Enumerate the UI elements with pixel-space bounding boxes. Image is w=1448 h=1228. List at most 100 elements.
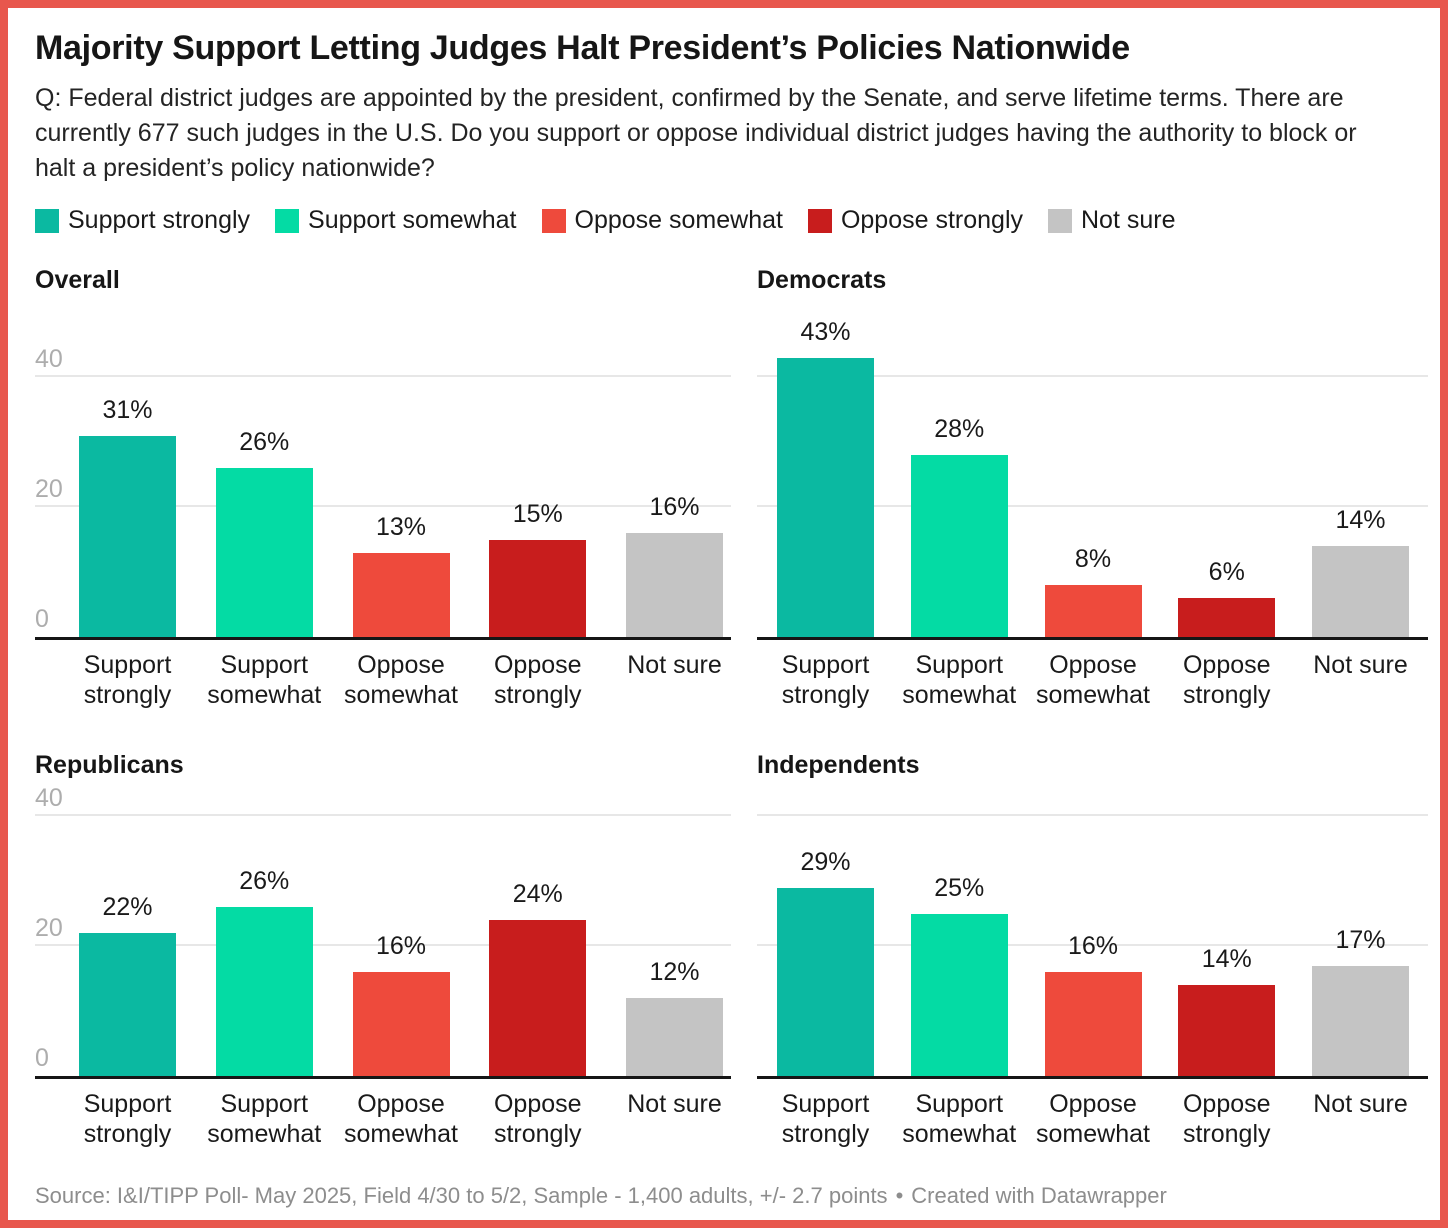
gridline-20 <box>35 944 731 946</box>
panel-title-independents: Independents <box>757 751 920 779</box>
panel-title-democrats: Democrats <box>757 266 887 294</box>
x-axis-labels: Support strongly Support somewhat Oppose so… <box>35 1089 731 1153</box>
panel-title-republicans: Republicans <box>35 751 184 779</box>
value-label: 16% <box>1067 932 1119 960</box>
bar-support-somewhat[interactable] <box>215 468 313 637</box>
x-tick-label: Oppose strongly <box>493 651 582 709</box>
bar-support-strongly[interactable] <box>777 887 874 1076</box>
legend-item-support-somewhat: Support somewhat <box>275 206 517 235</box>
bar-oppose-somewhat[interactable] <box>1044 972 1142 1076</box>
x-tick-label: Oppose strongly <box>493 1090 582 1148</box>
legend-item-oppose-somewhat: Oppose somewhat <box>541 206 783 235</box>
bar-oppose-strongly[interactable] <box>489 539 587 637</box>
value-label: 17% <box>1335 925 1386 954</box>
x-tick-label: Support strongly <box>781 1090 870 1148</box>
x-tick-label: Oppose strongly <box>1182 1090 1271 1148</box>
legend: Support strongly Support somewhat Oppose… <box>35 206 1428 235</box>
legend-item-support-strongly: Support strongly <box>35 206 250 235</box>
x-tick-label: Support strongly <box>83 1090 172 1148</box>
value-label: 43% <box>800 317 851 346</box>
value-label: 6% <box>1208 558 1245 586</box>
bar-support-somewhat[interactable] <box>910 455 1008 637</box>
gridline-20 <box>35 505 731 507</box>
bar-not-sure[interactable] <box>1312 546 1409 637</box>
gridline-40 <box>35 375 731 377</box>
panel-title-overall: Overall <box>35 266 120 294</box>
value-label: 31% <box>102 395 153 424</box>
legend-item-oppose-strongly: Oppose strongly <box>807 206 1023 235</box>
x-tick-label: Not sure <box>1313 1090 1408 1118</box>
bar-not-sure[interactable] <box>1312 965 1409 1076</box>
bar-not-sure[interactable] <box>626 998 723 1076</box>
value-label: 16% <box>649 493 700 521</box>
panel-democrats: Democrats 43% 28% 8% 6% 14% Support stron… <box>757 265 1428 714</box>
bar-oppose-somewhat[interactable] <box>352 972 450 1076</box>
gridline-20 <box>757 505 1428 507</box>
gridline-20 <box>757 944 1428 946</box>
value-label: 25% <box>934 873 985 902</box>
footer: Source: I&I/TIPP Poll- May 2025, Field 4… <box>35 1183 1428 1209</box>
value-label: 22% <box>102 893 153 921</box>
value-label: 26% <box>239 428 290 456</box>
bar-oppose-strongly[interactable] <box>489 920 587 1076</box>
chart-description: Q: Federal district judges are appointed… <box>35 84 1357 182</box>
value-label: 28% <box>934 415 985 443</box>
legend-swatch-oppose-somewhat <box>541 208 566 233</box>
x-axis-labels: Support strongly Support somewhat Oppose so… <box>757 1089 1428 1153</box>
bar-support-somewhat[interactable] <box>215 907 313 1076</box>
x-tick-label: Support strongly <box>781 651 870 709</box>
bar-support-strongly[interactable] <box>79 435 176 637</box>
legend-label: Support strongly <box>68 206 251 234</box>
bar-oppose-strongly[interactable] <box>1178 985 1276 1076</box>
x-tick-label: Not sure <box>1313 651 1408 679</box>
x-axis-baseline <box>35 1076 731 1079</box>
bar-oppose-somewhat[interactable] <box>1044 585 1142 637</box>
bar-support-strongly[interactable] <box>777 357 874 637</box>
source-text: Source: I&I/TIPP Poll- May 2025, Field 4… <box>35 1183 888 1208</box>
y-axis-tick-label: 0 <box>35 1044 49 1072</box>
bars-row: 22% 26% 16% 24% 12% <box>35 794 731 1076</box>
legend-label: Oppose strongly <box>840 206 1023 234</box>
x-tick-label: Support somewhat <box>207 651 322 709</box>
x-tick-label: Support somewhat <box>207 1090 322 1148</box>
x-axis-baseline <box>757 637 1428 640</box>
x-tick-label: Oppose somewhat <box>1036 651 1150 709</box>
legend-swatch-support-somewhat <box>275 208 300 233</box>
legend-swatch-support-strongly <box>35 208 59 233</box>
plot-republicans: 40 20 0 22% 26% 16% 24% 12% <box>35 786 731 1079</box>
gridline-40 <box>35 814 731 816</box>
panels-grid: Overall 40 20 0 31% 26% 13% 15% 16% Supp… <box>35 265 1428 1153</box>
x-tick-label: Not sure <box>627 1090 722 1118</box>
plot-overall: 40 20 0 31% 26% 13% 15% 16% <box>35 347 731 640</box>
bar-not-sure[interactable] <box>626 533 723 637</box>
value-label: 14% <box>1335 506 1386 534</box>
legend-label: Support somewhat <box>308 206 517 234</box>
x-tick-label: Support strongly <box>83 651 172 709</box>
legend-swatch-oppose-strongly <box>807 208 832 233</box>
y-axis-tick-label: 20 <box>35 475 63 503</box>
x-tick-label: Not sure <box>627 651 722 679</box>
datawrapper-credit-link[interactable]: Created with Datawrapper <box>911 1183 1167 1208</box>
bar-oppose-somewhat[interactable] <box>352 552 450 637</box>
value-label: 15% <box>512 499 563 528</box>
x-tick-label: Oppose somewhat <box>344 1090 458 1148</box>
legend-swatch-not-sure <box>1048 208 1072 233</box>
y-axis-tick-label: 0 <box>35 605 49 633</box>
x-axis-labels: Support strongly Support somewhat Oppose so… <box>757 650 1428 714</box>
value-label: 24% <box>512 880 563 908</box>
bars-row: 31% 26% 13% 15% 16% <box>35 355 731 637</box>
x-axis-labels: Support strongly Support somewhat Oppose so… <box>35 650 731 714</box>
x-tick-label: Support somewhat <box>902 651 1017 709</box>
bar-support-strongly[interactable] <box>79 933 176 1076</box>
bar-oppose-strongly[interactable] <box>1178 598 1276 637</box>
x-tick-label: Oppose somewhat <box>1036 1090 1150 1148</box>
value-label: 8% <box>1074 545 1112 573</box>
value-label: 29% <box>800 847 851 876</box>
legend-item-not-sure: Not sure <box>1048 206 1175 235</box>
gridline-40 <box>757 375 1428 377</box>
footer-separator: • <box>895 1183 904 1208</box>
y-axis-tick-label: 40 <box>35 784 63 812</box>
bar-support-somewhat[interactable] <box>910 913 1008 1076</box>
x-tick-label: Oppose somewhat <box>344 651 458 709</box>
